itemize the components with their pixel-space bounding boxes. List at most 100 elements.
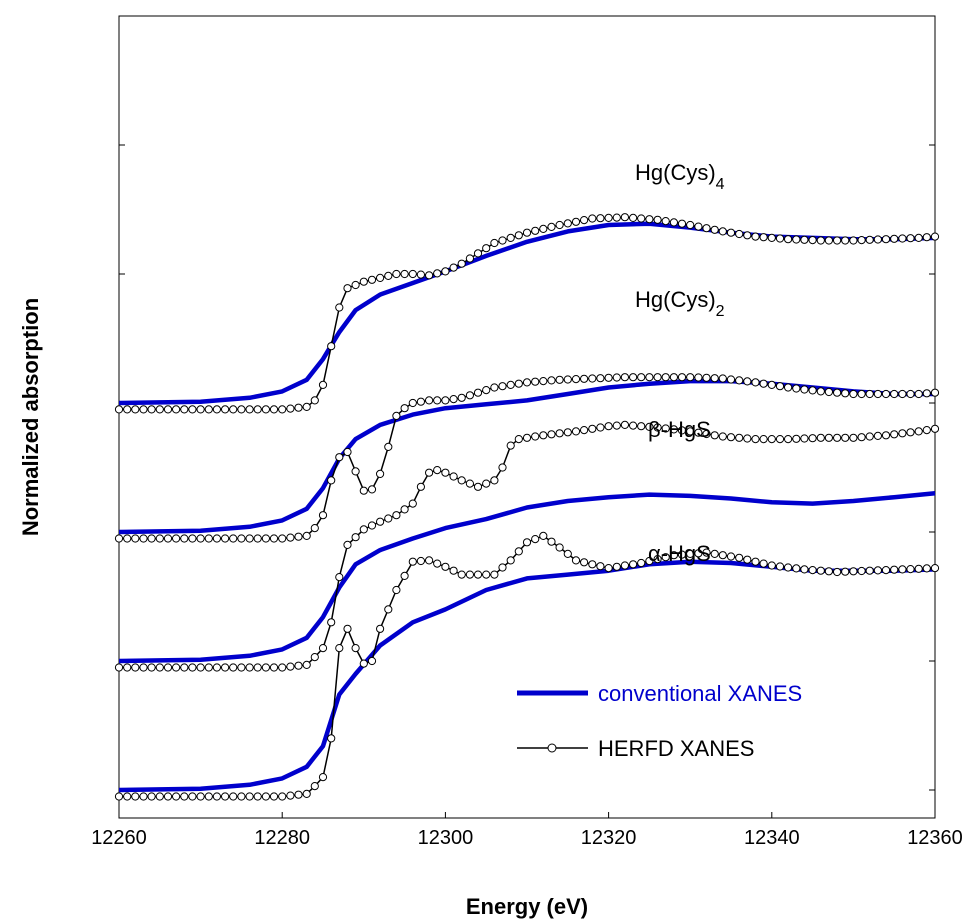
herfd-data-point: [571, 556, 581, 565]
herfd-data-point: [824, 236, 834, 245]
herfd-data-point: [498, 236, 507, 245]
herfd-data-point: [245, 663, 254, 672]
herfd-data-point: [408, 557, 417, 566]
herfd-data-point: [482, 570, 491, 579]
herfd-data-point: [735, 433, 744, 442]
herfd-data-point: [310, 396, 319, 405]
herfd-data-point: [873, 389, 883, 399]
herfd-data-point: [261, 792, 270, 801]
herfd-data-point: [849, 433, 858, 442]
herfd-data-point: [930, 232, 940, 241]
curve-label: α-HgS: [648, 541, 711, 566]
herfd-data-point: [849, 567, 858, 576]
herfd-data-point: [392, 269, 401, 279]
herfd-data-point: [865, 432, 874, 441]
herfd-data-point: [172, 534, 181, 543]
herfd-data-point: [310, 524, 319, 533]
herfd-data-point: [563, 549, 572, 559]
herfd-data-point: [229, 405, 238, 414]
herfd-data-point: [710, 374, 719, 383]
herfd-data-point: [449, 263, 458, 272]
curve-label: β-HgS: [648, 417, 711, 442]
herfd-data-point: [775, 562, 785, 571]
herfd-data-point: [180, 792, 189, 801]
x-tick-label: 12300: [418, 827, 474, 849]
herfd-data-point: [351, 644, 360, 653]
herfd-data-point: [588, 214, 597, 223]
herfd-data-point: [139, 534, 148, 543]
herfd-data-point: [253, 792, 262, 801]
herfd-data-point: [661, 553, 670, 562]
x-tick-label: 12340: [744, 827, 800, 849]
herfd-data-point: [800, 235, 809, 244]
herfd-data-point: [490, 570, 499, 579]
herfd-data-point: [775, 382, 785, 391]
herfd-data-point: [824, 387, 834, 397]
herfd-data-point: [571, 427, 581, 436]
herfd-data-point: [718, 374, 727, 383]
herfd-data-point: [702, 548, 711, 557]
herfd-data-point: [123, 792, 132, 801]
herfd-data-point: [629, 421, 638, 430]
herfd-data-point: [114, 534, 124, 543]
herfd-data-point: [400, 404, 409, 413]
herfd-data-point: [922, 564, 931, 573]
herfd-data-point: [792, 564, 801, 573]
herfd-data-point: [784, 235, 793, 244]
herfd-data-point: [710, 225, 719, 234]
herfd-data-point: [408, 398, 417, 408]
curve-label-main: Hg(Cys): [635, 160, 716, 185]
herfd-data-point: [661, 217, 670, 226]
herfd-data-point: [367, 521, 377, 530]
herfd-data-point: [123, 534, 132, 543]
herfd-data-point: [669, 373, 679, 382]
herfd-data-point: [384, 271, 393, 280]
herfd-data-point: [367, 485, 377, 494]
herfd-data-point: [735, 553, 744, 562]
herfd-data-point: [327, 618, 336, 627]
herfd-data-point: [245, 792, 254, 801]
herfd-data-point: [726, 375, 736, 384]
herfd-data-point: [922, 426, 931, 435]
herfd-data-point: [416, 270, 425, 279]
herfd-data-point: [269, 405, 279, 414]
herfd-data-point: [865, 389, 874, 399]
herfd-data-point: [318, 644, 328, 653]
herfd-data-point: [131, 792, 140, 801]
herfd-data-point: [261, 534, 270, 543]
herfd-data-point: [441, 396, 450, 405]
herfd-data-point: [482, 244, 491, 253]
herfd-data-point: [473, 249, 483, 258]
herfd-data-point: [392, 411, 401, 420]
herfd-data-point: [694, 373, 703, 382]
herfd-data-point: [269, 534, 279, 543]
herfd-data-point: [139, 405, 148, 414]
herfd-data-point: [318, 380, 328, 389]
herfd-data-point: [237, 663, 246, 672]
legend: conventional XANES HERFD XANES: [517, 681, 802, 761]
herfd-data-point: [914, 427, 923, 436]
herfd-data-point: [914, 233, 923, 242]
herfd-data-point: [139, 792, 148, 801]
herfd-data-point: [473, 388, 483, 397]
curve-label-main: β-HgS: [648, 417, 711, 442]
herfd-data-point: [596, 214, 605, 223]
herfd-data-point: [237, 534, 246, 543]
herfd-data-point: [416, 397, 425, 406]
herfd-data-point: [620, 213, 630, 222]
herfd-data-point: [539, 377, 548, 386]
herfd-data-point: [180, 663, 189, 672]
herfd-data-point: [473, 482, 483, 491]
herfd-data-point: [196, 534, 205, 543]
herfd-data-point: [376, 624, 385, 633]
herfd-data-point: [286, 662, 295, 671]
herfd-data-point: [629, 560, 638, 569]
herfd-data-point: [669, 425, 679, 434]
herfd-data-point: [147, 792, 156, 801]
herfd-data-point: [539, 531, 548, 541]
herfd-data-point: [922, 389, 931, 398]
herfd-data-point: [881, 235, 891, 244]
herfd-data-point: [571, 217, 581, 226]
herfd-data-point: [645, 422, 654, 431]
herfd-data-point: [751, 378, 760, 387]
